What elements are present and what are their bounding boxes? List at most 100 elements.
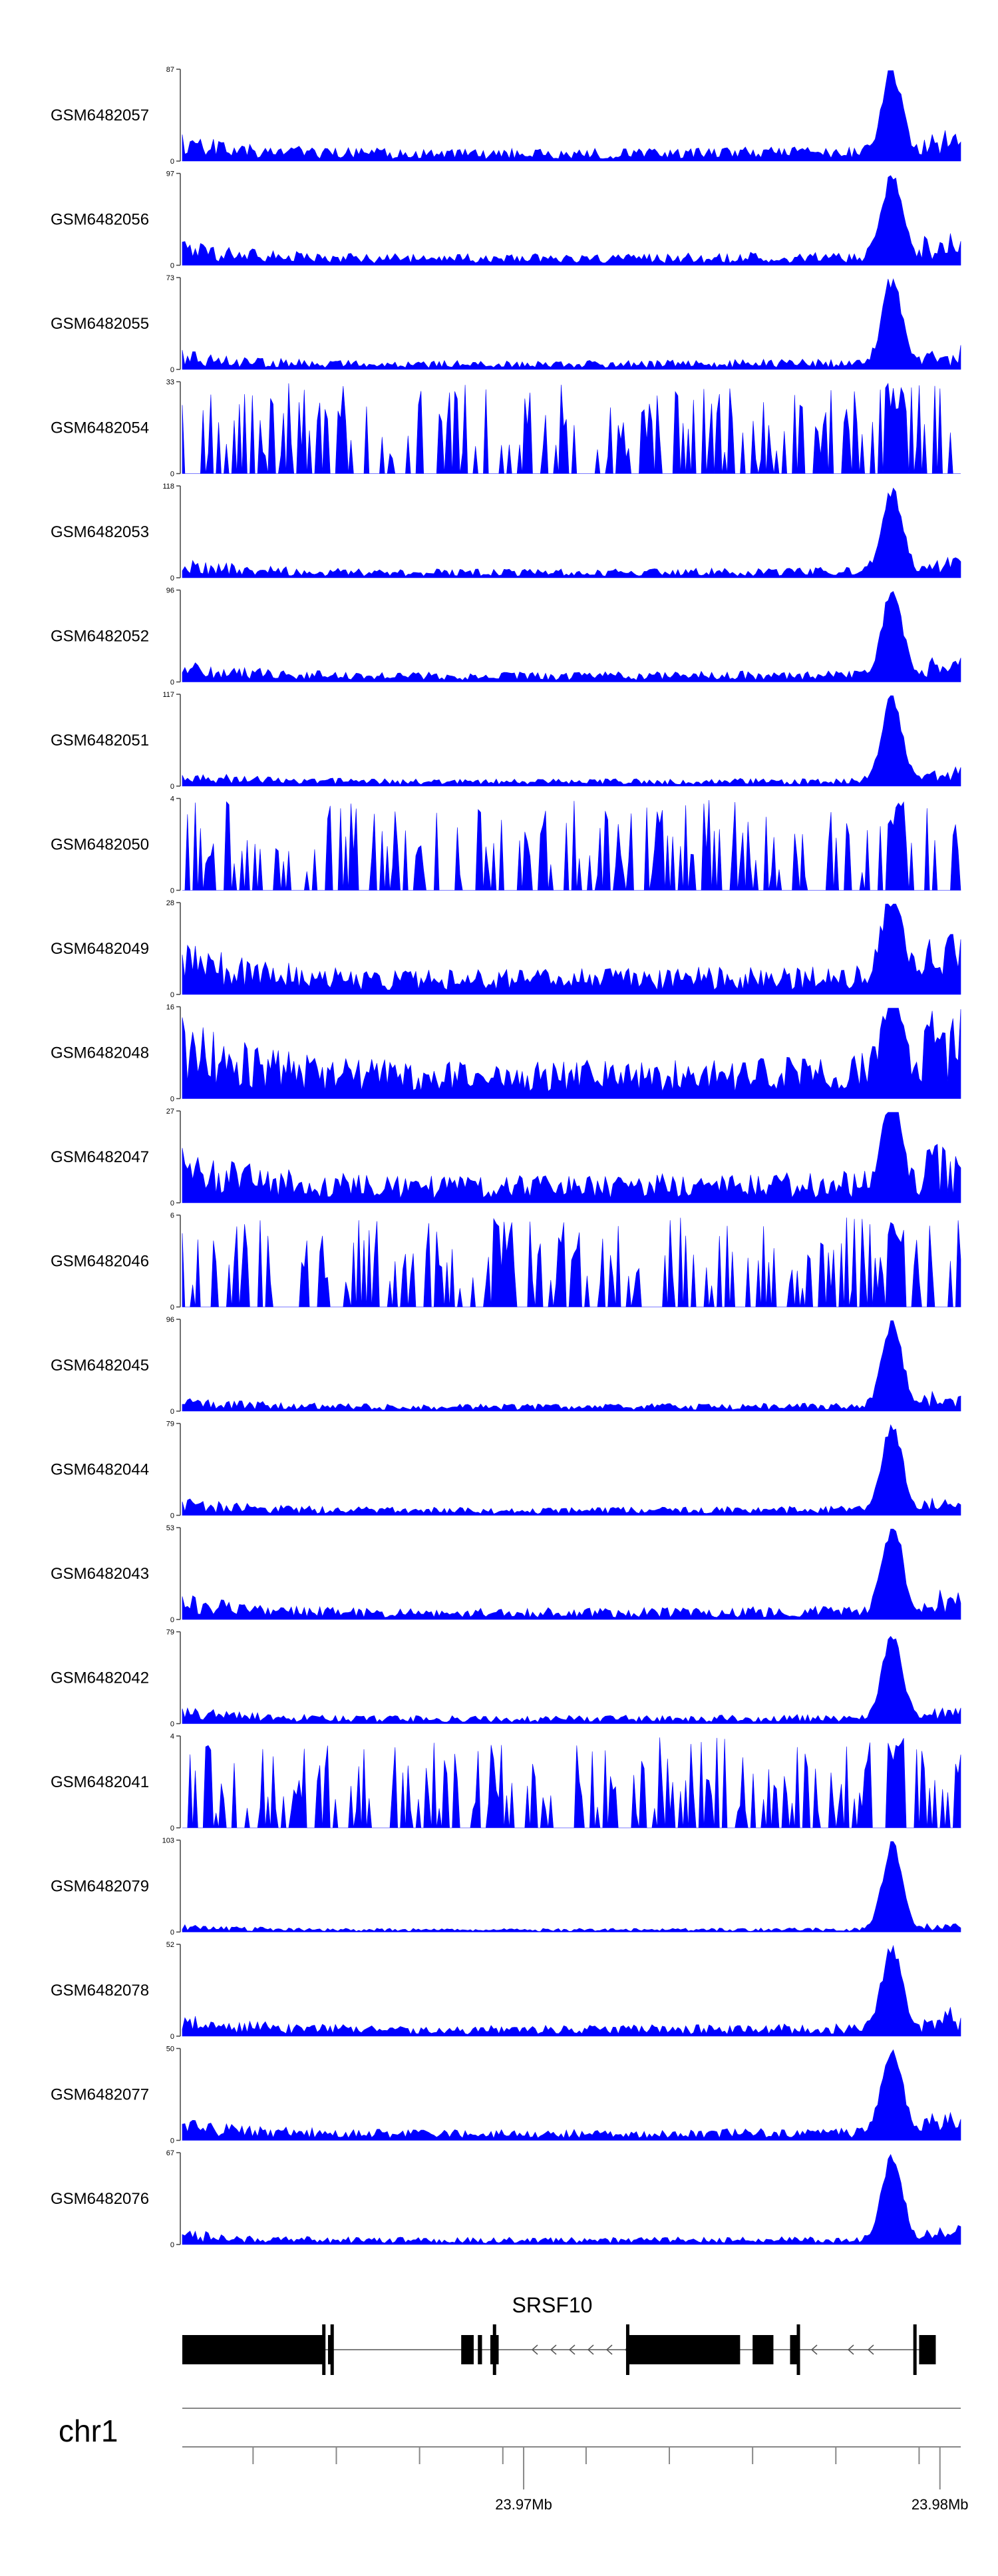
track-label: GSM6482048 [51,1044,149,1062]
y-min-label: 0 [170,2241,174,2249]
y-max-label: 27 [166,1108,174,1116]
track-GSM6482047: GSM6482047 27 0 [51,1108,961,1207]
coverage-area-GSM6482050 [182,799,961,891]
y-min-label: 0 [170,1408,174,1416]
gene-exon [478,2335,482,2364]
coverage-area-GSM6482079 [182,1841,961,1932]
track-GSM6482041: GSM6482041 4 0 [51,1733,961,1832]
y-min-label: 0 [170,1096,174,1104]
y-min-label: 0 [170,991,174,999]
track-label: GSM6482054 [51,419,149,437]
track-label: GSM6482052 [51,628,149,646]
gene-exon-boundary [492,2324,496,2375]
y-max-label: 4 [170,795,174,803]
y-max-label: 50 [166,2045,174,2053]
gene-exon-boundary [625,2324,629,2375]
y-max-label: 96 [166,1316,174,1324]
track-label: GSM6482079 [51,1878,149,1896]
strand-arrow [605,2344,613,2355]
track-GSM6482052: GSM6482052 96 0 [51,587,961,687]
track-GSM6482051: GSM6482051 117 0 [51,691,961,791]
coverage-area-GSM6482041 [182,1737,961,1828]
y-min-label: 0 [170,2137,174,2145]
y-min-label: 0 [170,158,174,166]
gene-exon-boundary [330,2324,334,2375]
y-max-label: 118 [162,483,174,491]
track-label: GSM6482055 [51,315,149,333]
y-min-label: 0 [170,262,174,270]
strand-arrow [847,2344,854,2355]
y-max-label: 87 [166,66,174,74]
y-min-label: 0 [170,1825,174,1832]
y-min-label: 0 [170,1199,174,1207]
track-label: GSM6482045 [51,1357,149,1375]
chromosome-label: chr1 [59,2414,118,2448]
strand-arrow [587,2344,594,2355]
strand-arrow [568,2344,576,2355]
track-GSM6482056: GSM6482056 97 0 [51,170,961,270]
strand-arrow [550,2344,557,2355]
gene-exon-boundary [322,2324,326,2375]
coverage-area-GSM6482076 [182,2153,961,2245]
y-max-label: 4 [170,1733,174,1741]
track-GSM6482049: GSM6482049 28 0 [51,899,961,999]
y-max-label: 79 [166,1629,174,1637]
coverage-area-GSM6482054 [182,383,961,474]
coverage-area-GSM6482053 [182,487,961,578]
gene-exon [919,2335,936,2364]
y-min-label: 0 [170,1304,174,1312]
y-max-label: 67 [166,2149,174,2157]
axis-tick-label: 23.97Mb [495,2496,552,2513]
coverage-area-GSM6482056 [182,175,961,266]
gene-exon-boundary [913,2324,917,2375]
track-GSM6482054: GSM6482054 33 0 [51,379,961,479]
y-max-label: 33 [166,379,174,387]
coverage-area-GSM6482044 [182,1424,961,1516]
track-label: GSM6482049 [51,940,149,958]
coverage-area-GSM6482051 [182,695,961,787]
y-max-label: 53 [166,1524,174,1532]
coverage-area-GSM6482049 [182,903,961,995]
y-max-label: 16 [166,1004,174,1012]
y-max-label: 52 [166,1941,174,1949]
track-GSM6482046: GSM6482046 6 0 [51,1212,961,1312]
track-label: GSM6482053 [51,523,149,541]
y-min-label: 0 [170,1721,174,1729]
gene-exon [182,2335,324,2364]
track-GSM6482079: GSM6482079 103 0 [51,1837,961,1937]
track-label: GSM6482051 [51,732,149,750]
coverage-area-GSM6482043 [182,1528,961,1620]
coverage-area-GSM6482047 [182,1112,961,1203]
track-GSM6482043: GSM6482043 53 0 [51,1524,961,1624]
y-min-label: 0 [170,366,174,374]
track-label: GSM6482046 [51,1253,149,1271]
y-max-label: 103 [162,1837,174,1845]
coverage-area-GSM6482078 [182,1944,961,2037]
y-max-label: 97 [166,170,174,178]
strand-arrow [531,2344,538,2355]
y-max-label: 79 [166,1420,174,1428]
track-GSM6482076: GSM6482076 67 0 [51,2149,961,2249]
track-label: GSM6482041 [51,1773,149,1791]
y-min-label: 0 [170,679,174,687]
coverage-area-GSM6482055 [182,278,961,370]
y-max-label: 6 [170,1212,174,1220]
track-GSM6482045: GSM6482045 96 0 [51,1316,961,1416]
track-GSM6482078: GSM6482078 52 0 [51,1941,961,2041]
y-max-label: 117 [162,691,174,699]
gene-exon [752,2335,774,2364]
track-label: GSM6482044 [51,1461,149,1479]
gene-exon-boundary [796,2324,800,2375]
track-label: GSM6482077 [51,2086,149,2104]
track-label: GSM6482056 [51,211,149,229]
gene-exon [790,2335,798,2364]
gene-exon [327,2335,333,2364]
y-min-label: 0 [170,1929,174,1937]
track-GSM6482048: GSM6482048 16 0 [51,1004,961,1104]
y-min-label: 0 [170,1512,174,1520]
track-label: GSM6482076 [51,2190,149,2208]
coverage-area-GSM6482052 [182,591,961,682]
track-GSM6482042: GSM6482042 79 0 [51,1629,961,1729]
track-label: GSM6482042 [51,1669,149,1687]
